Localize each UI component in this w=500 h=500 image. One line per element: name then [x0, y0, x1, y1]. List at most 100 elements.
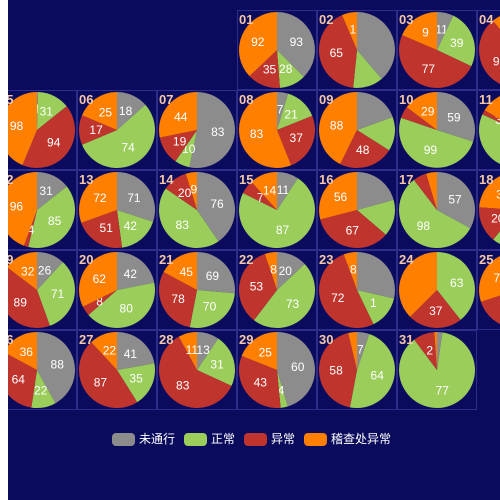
- pie-slice-异常[interactable]: [320, 210, 386, 249]
- pie-17[interactable]: 57 98 17: [397, 170, 477, 250]
- pie-09[interactable]: 48 88 09: [317, 90, 397, 170]
- pie-slice-异常[interactable]: [79, 115, 117, 145]
- pie-14[interactable]: 76 83 20 9 14: [157, 170, 237, 250]
- pie-slice-异常[interactable]: [399, 35, 472, 88]
- pie-slice-稽查处异常[interactable]: [159, 92, 197, 138]
- pie-slice-稽查处异常[interactable]: [185, 172, 197, 210]
- pie-slice-异常[interactable]: [401, 107, 437, 130]
- pie-slice-未通行[interactable]: [37, 332, 76, 404]
- pie-slice-异常[interactable]: [414, 332, 437, 370]
- pie-slice-异常[interactable]: [165, 173, 197, 210]
- pie-slice-异常[interactable]: [318, 15, 357, 88]
- pie-slice-未通行[interactable]: [357, 92, 393, 130]
- pie-slice-稽查处异常[interactable]: [434, 332, 437, 370]
- pie-slice-正常[interactable]: [277, 370, 288, 408]
- pie-slice-未通行[interactable]: [437, 172, 476, 229]
- pie-slice-异常[interactable]: [249, 50, 280, 88]
- pie-10[interactable]: 59 99 29 10: [397, 90, 477, 170]
- pie-18[interactable]: 6019203118: [477, 170, 500, 250]
- pie-slice-稽查处异常[interactable]: [318, 92, 357, 165]
- pie-26[interactable]: 8822643626: [0, 330, 77, 410]
- pie-slice-未通行[interactable]: [197, 331, 219, 370]
- pie-19[interactable]: 2671893219: [0, 250, 77, 330]
- pie-slice-稽查处异常[interactable]: [479, 252, 500, 302]
- pie-slice-正常[interactable]: [88, 282, 156, 329]
- pie-slice-稽查处异常[interactable]: [484, 92, 500, 130]
- pie-slice-异常[interactable]: [239, 254, 277, 321]
- pie-slice-未通行[interactable]: [37, 91, 39, 130]
- pie-22[interactable]: 20 73 53 8 22: [237, 250, 317, 330]
- pie-slice-稽查处异常[interactable]: [78, 172, 117, 223]
- pie-slice-异常[interactable]: [238, 355, 281, 409]
- pie-slice-未通行[interactable]: [117, 252, 155, 290]
- pie-slice-稽查处异常[interactable]: [348, 332, 357, 370]
- pie-slice-正常[interactable]: [238, 178, 315, 248]
- pie-slice-异常[interactable]: [277, 115, 316, 166]
- pie-slice-正常[interactable]: [493, 210, 500, 248]
- pie-slice-正常[interactable]: [117, 210, 154, 248]
- pie-slice-稽查处异常[interactable]: [402, 12, 437, 50]
- pie-slice-未通行[interactable]: [357, 12, 395, 79]
- pie-slice-异常[interactable]: [22, 106, 75, 169]
- pie-slice-稽查处异常[interactable]: [6, 251, 38, 290]
- pie-24[interactable]: 63 37 24: [397, 250, 477, 330]
- pie-slice-异常[interactable]: [340, 130, 390, 169]
- pie-slice-异常[interactable]: [482, 110, 500, 130]
- pie-slice-稽查处异常[interactable]: [91, 332, 117, 370]
- pie-23[interactable]: 1 72 8 23: [317, 250, 397, 330]
- pie-06[interactable]: 18 74 17 25 06: [77, 90, 157, 170]
- pie-slice-正常[interactable]: [81, 104, 155, 168]
- pie-slice-正常[interactable]: [175, 130, 197, 168]
- pie-slice-异常[interactable]: [0, 267, 50, 328]
- legend-item-inspection-abnormal[interactable]: 稽查处异常: [304, 432, 391, 446]
- pie-slice-稽查处异常[interactable]: [241, 331, 277, 370]
- pie-slice-正常[interactable]: [31, 370, 56, 409]
- pie-slice-稽查处异常[interactable]: [0, 92, 37, 166]
- pie-slice-正常[interactable]: [37, 92, 67, 130]
- pie-slice-正常[interactable]: [399, 117, 474, 168]
- pie-05[interactable]: 131949805: [0, 90, 77, 170]
- pie-slice-异常[interactable]: [413, 173, 437, 210]
- pie-slice-异常[interactable]: [82, 290, 117, 316]
- pie-slice-正常[interactable]: [353, 50, 382, 89]
- pie-slice-正常[interactable]: [398, 179, 471, 249]
- legend-item-normal[interactable]: 正常: [184, 432, 235, 446]
- pie-slice-稽查处异常[interactable]: [239, 12, 277, 77]
- pie-slice-稽查处异常[interactable]: [342, 11, 357, 50]
- pie-slice-未通行[interactable]: [189, 92, 236, 168]
- pie-slice-异常[interactable]: [158, 272, 197, 328]
- pie-slice-正常[interactable]: [357, 199, 396, 235]
- pie-slice-正常[interactable]: [398, 332, 475, 409]
- pie-slice-异常[interactable]: [479, 20, 500, 88]
- pie-slice-未通行[interactable]: [37, 252, 63, 290]
- pie-slice-异常[interactable]: [159, 130, 197, 162]
- pie-21[interactable]: 69 70 78 45 21: [157, 250, 237, 330]
- pie-slice-未通行[interactable]: [197, 172, 236, 242]
- pie-27[interactable]: 41 35 87 22 27: [77, 330, 157, 410]
- pie-slice-正常[interactable]: [357, 116, 396, 151]
- pie-slice-正常[interactable]: [277, 93, 313, 130]
- pie-slice-异常[interactable]: [319, 333, 357, 408]
- pie-slice-未通行[interactable]: [197, 251, 236, 294]
- pie-slice-稽查处异常[interactable]: [492, 12, 500, 50]
- pie-slice-稽查处异常[interactable]: [406, 91, 437, 130]
- pie-slice-未通行[interactable]: [437, 92, 476, 142]
- pie-11[interactable]: 526932411: [477, 90, 500, 170]
- pie-slice-未通行[interactable]: [277, 172, 298, 210]
- pie-12[interactable]: 318549612: [0, 170, 77, 250]
- pie-slice-正常[interactable]: [117, 363, 156, 403]
- pie-slice-稽查处异常[interactable]: [239, 92, 292, 168]
- pie-slice-未通行[interactable]: [277, 12, 315, 77]
- pie-slice-稽查处异常[interactable]: [479, 172, 500, 210]
- legend-item-untraveled[interactable]: 未通行: [112, 432, 175, 446]
- pie-slice-未通行[interactable]: [357, 252, 396, 299]
- pie-slice-正常[interactable]: [349, 334, 395, 408]
- pie-slice-未通行[interactable]: [117, 172, 156, 222]
- pie-slice-异常[interactable]: [78, 342, 138, 409]
